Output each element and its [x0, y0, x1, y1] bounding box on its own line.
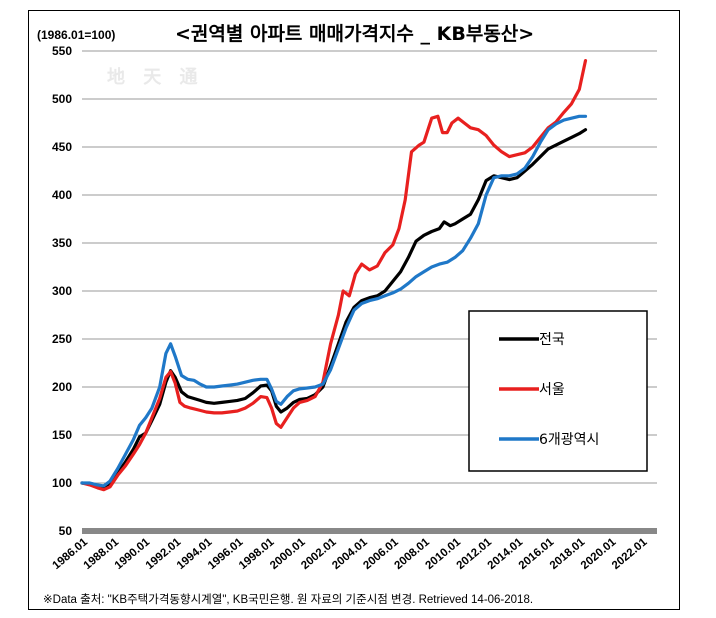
watermark: 地 天 通 — [107, 66, 204, 88]
chart-floor — [82, 528, 657, 534]
y-tick-label: 300 — [52, 284, 72, 298]
y-tick-label: 350 — [52, 236, 72, 250]
line-chart: (1986.01=100) <권역별 아파트 매매가격지수 _ KB부동산> 地… — [37, 23, 657, 606]
legend-box — [468, 310, 648, 472]
x-axis-ticks: 1986.011988.011990.011992.011994.011996.… — [51, 536, 650, 572]
y-tick-label: 50 — [59, 524, 73, 538]
index-note: (1986.01=100) — [37, 28, 115, 42]
y-tick-label: 200 — [52, 380, 72, 394]
chart-title: <권역별 아파트 매매가격지수 _ KB부동산> — [175, 23, 534, 45]
source-note: ※Data 출처: "KB주택가격동향시계열", KB국민은행. 원 자료의 기… — [43, 592, 533, 606]
series-lines — [80, 58, 588, 492]
legend-label: 전국 — [539, 332, 565, 348]
y-tick-label: 450 — [52, 140, 72, 154]
y-tick-label: 100 — [52, 476, 72, 490]
x-tick-label: 2022.01 — [610, 536, 650, 572]
y-tick-label: 550 — [52, 44, 72, 58]
y-tick-label: 250 — [52, 332, 72, 346]
chart-frame: (1986.01=100) <권역별 아파트 매매가격지수 _ KB부동산> 地… — [28, 10, 680, 610]
legend-label: 6개광역시 — [539, 432, 599, 448]
series-line-1 — [80, 58, 588, 492]
y-tick-label: 400 — [52, 188, 72, 202]
series-line-2 — [80, 114, 588, 488]
y-axis-ticks: 50 100 150 200 250 300 350 400 450 500 550 — [52, 44, 72, 538]
y-tick-label: 150 — [52, 428, 72, 442]
y-tick-label: 500 — [52, 92, 72, 106]
legend-label: 서울 — [539, 382, 565, 398]
